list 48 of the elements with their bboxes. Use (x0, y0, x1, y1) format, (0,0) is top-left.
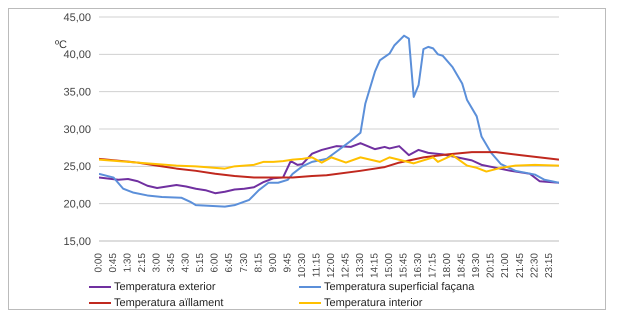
x-tick-label: 9:45 (282, 252, 294, 272)
y-axis-title: ºC (55, 39, 67, 51)
legend-label: Temperatura exterior (114, 281, 216, 293)
legend-label: Temperatura superficial façana (324, 281, 474, 293)
x-tick-label: 18:45 (456, 252, 468, 278)
x-tick-label: 20:15 (486, 252, 497, 278)
line-series (99, 154, 559, 173)
y-tick-label: 15,00 (63, 236, 91, 248)
y-tick-label: 30,00 (63, 124, 91, 136)
x-tick-label: 6:00 (210, 252, 221, 272)
x-tick-label: 17:15 (428, 252, 439, 278)
x-tick-label: 18:00 (442, 252, 454, 278)
x-tick-label: 9:00 (268, 252, 279, 272)
y-tick-label: 20,00 (63, 198, 91, 211)
x-tick-label: 3:00 (152, 252, 163, 272)
x-tick-label: 23:15 (544, 252, 555, 278)
x-tick-label: 19:30 (471, 252, 482, 278)
x-tick-label: 7:30 (238, 252, 250, 272)
x-tick-label: 6:45 (224, 252, 236, 272)
y-tick-label: 35,00 (63, 86, 91, 99)
x-tick-label: 22:30 (529, 252, 540, 278)
line-series (99, 151, 559, 179)
x-tick-label: 0:45 (108, 252, 120, 272)
x-tick-label: 3:45 (166, 252, 178, 272)
legend-label: Temperatura aïllament (114, 297, 224, 309)
x-tick-label: 4:30 (180, 252, 192, 272)
x-tick-label: 2:15 (137, 252, 148, 272)
x-tick-label: 15:45 (398, 252, 410, 278)
x-tick-label: 11:15 (311, 252, 322, 278)
x-tick-label: 16:30 (413, 252, 424, 278)
y-tick-label: 45,00 (63, 12, 91, 24)
x-tick-label: 21:00 (500, 252, 512, 278)
x-tick-label: 14:15 (370, 252, 380, 278)
x-tick-label: 5:15 (195, 252, 206, 272)
x-tick-label: 21:45 (514, 252, 526, 278)
x-tick-label: 1:30 (122, 252, 134, 272)
x-tick-label: 8:15 (253, 252, 264, 272)
x-tick-label: 0:00 (94, 252, 104, 272)
x-tick-label: 10:30 (296, 252, 308, 278)
x-tick-label: 12:45 (340, 252, 352, 278)
y-tick-label: 25,00 (63, 161, 91, 174)
line-series (99, 34, 559, 208)
x-tick-label: 12:00 (326, 252, 337, 278)
y-tick-label: 40,00 (63, 49, 91, 62)
x-tick-label: 15:00 (384, 252, 396, 278)
legend-label: Temperatura interior (324, 297, 422, 309)
line-series (99, 142, 559, 194)
x-tick-label: 13:30 (354, 252, 366, 278)
